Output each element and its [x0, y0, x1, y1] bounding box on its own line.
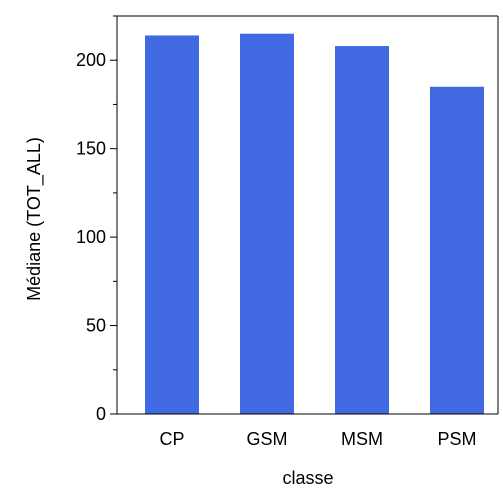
y-tick-label: 100	[76, 227, 106, 247]
y-ticks-group: 0 50 100 150 200	[76, 15, 117, 424]
y-tick-label: 0	[96, 404, 106, 424]
y-tick-label: 50	[86, 316, 106, 336]
y-tick-label: 150	[76, 139, 106, 159]
bar-psm	[430, 86, 484, 414]
x-axis-title: classe	[282, 468, 333, 488]
x-tick-label: PSM	[437, 429, 476, 449]
x-labels-group: CP GSM MSM PSM	[159, 429, 476, 449]
y-axis-title: Médiane (TOT_ALL)	[24, 137, 45, 301]
x-tick-label: GSM	[246, 429, 287, 449]
x-tick-label: MSM	[341, 429, 383, 449]
y-tick-label: 200	[76, 50, 106, 70]
x-tick-label: CP	[159, 429, 184, 449]
bars-group	[145, 33, 484, 415]
bar-cp	[145, 35, 199, 415]
bar-msm	[335, 46, 389, 415]
bar-gsm	[240, 33, 294, 414]
